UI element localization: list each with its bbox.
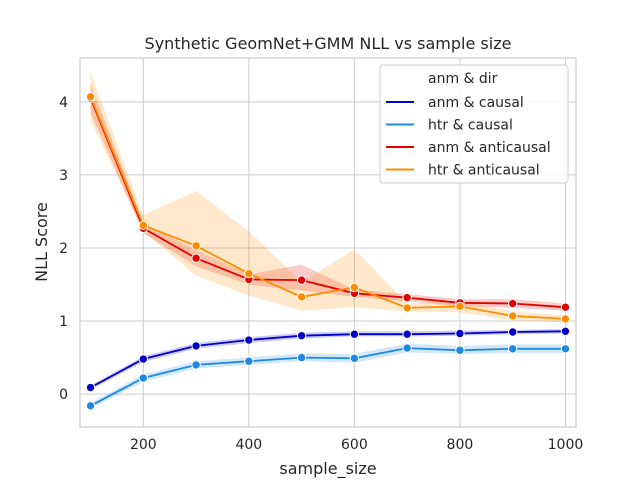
series-line-2	[89, 97, 566, 309]
data-point	[85, 401, 96, 411]
data-point	[296, 352, 307, 363]
data-point	[402, 303, 412, 313]
data-point	[191, 253, 201, 263]
x-tick-label: 200	[130, 437, 157, 453]
data-point	[349, 282, 360, 293]
data-point	[191, 341, 201, 351]
axes: 200 400 600 800 1000 0 1 2 3 4	[59, 57, 584, 453]
data-point	[507, 298, 518, 309]
data-point	[560, 326, 571, 336]
data-point	[296, 275, 307, 285]
data-point	[560, 344, 571, 354]
data-point	[507, 344, 518, 354]
x-tick-label: 600	[341, 437, 368, 453]
data-point	[402, 329, 412, 339]
legend-box	[379, 64, 569, 184]
data-point	[560, 314, 571, 324]
confidence-band-1	[90, 343, 566, 409]
y-tick-label: 4	[59, 95, 68, 111]
data-point	[138, 354, 149, 364]
x-tick-label: 1000	[548, 437, 584, 453]
data-point	[507, 311, 518, 321]
data-point	[455, 328, 465, 339]
y-tick-label: 1	[59, 314, 68, 330]
y-axis-label: NLL Score	[32, 202, 51, 282]
data-point	[402, 343, 412, 353]
plot-frame	[79, 57, 577, 428]
data-point	[191, 241, 201, 251]
legend-label: htr & anticausal	[428, 163, 540, 179]
series-points	[85, 92, 571, 411]
data-point	[296, 292, 307, 302]
legend-items: anm & causal htr & causal anm & anticausal…	[386, 95, 551, 179]
data-point	[560, 302, 571, 312]
data-point	[455, 301, 465, 312]
y-tick-label: 0	[59, 387, 68, 403]
data-point	[244, 356, 254, 366]
data-point	[244, 335, 254, 345]
x-axis-label: sample_size	[279, 459, 376, 479]
confidence-band-3	[90, 72, 566, 323]
data-point	[349, 329, 360, 339]
data-point	[455, 345, 465, 355]
legend-label: anm & anticausal	[428, 140, 551, 156]
legend-title: anm & dir	[428, 71, 498, 87]
series-line-3	[89, 96, 566, 320]
data-point	[85, 382, 96, 393]
data-point	[244, 268, 254, 279]
data-point	[85, 92, 96, 102]
data-point	[296, 330, 307, 341]
data-point	[138, 373, 149, 383]
legend-label: htr & causal	[428, 118, 513, 134]
series-lines	[89, 96, 566, 407]
series-line-0	[90, 330, 566, 389]
series-line-1	[90, 347, 566, 407]
data-point	[138, 220, 149, 231]
data-point	[402, 292, 412, 303]
y-tick-label: 3	[59, 168, 68, 184]
x-tick-label: 400	[235, 437, 262, 453]
y-tick-label: 2	[59, 241, 68, 257]
data-point	[507, 327, 518, 337]
chart-title: Synthetic GeomNet+GMM NLL vs sample size	[145, 34, 512, 53]
data-point	[349, 353, 360, 364]
x-tick-label: 800	[447, 437, 474, 453]
data-point	[191, 360, 201, 370]
legend-label: anm & causal	[428, 95, 524, 111]
